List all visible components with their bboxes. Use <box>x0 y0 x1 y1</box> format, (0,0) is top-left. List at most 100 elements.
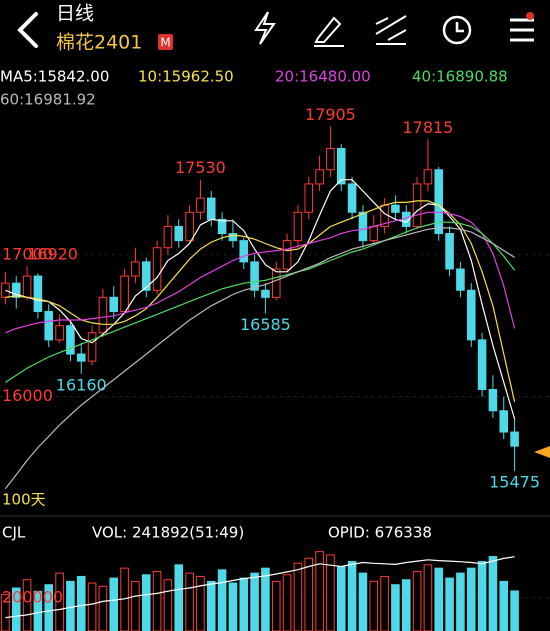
clock-icon[interactable] <box>442 15 472 45</box>
candle-body <box>434 169 444 235</box>
price-annotation: 16585 <box>240 315 291 334</box>
candle-body <box>250 261 259 291</box>
volume-bar <box>445 577 454 631</box>
candle-body <box>315 169 324 185</box>
price-annotation: 15475 <box>489 473 540 492</box>
volume-bar <box>380 575 389 631</box>
ma-line <box>5 179 516 420</box>
candle-body <box>261 289 270 298</box>
candle-body <box>423 169 433 185</box>
volume-bar <box>391 584 400 631</box>
ma-line <box>5 200 516 403</box>
ma-legend: MA5:15842.00 <box>0 68 109 86</box>
volume-bar <box>174 564 184 631</box>
volume-title: CJL <box>2 524 26 542</box>
y-tick-label: 16000 <box>2 386 53 405</box>
symbol[interactable]: 棉花2401 <box>56 32 142 54</box>
candle-body <box>163 225 173 249</box>
candle-body <box>239 240 249 263</box>
candle-body <box>228 233 238 242</box>
candle-body <box>217 218 227 235</box>
candle-body <box>141 261 151 291</box>
ma-line <box>5 211 516 334</box>
badge-bg <box>158 34 173 50</box>
volume-bar <box>98 585 108 631</box>
volume-bar <box>261 567 270 631</box>
price-annotation: 16920 <box>27 245 78 264</box>
volume-bar <box>152 570 162 631</box>
price-annotation: 17815 <box>402 118 453 137</box>
price-marker <box>534 446 550 458</box>
price-annotation: 17905 <box>305 105 356 124</box>
flash-icon[interactable] <box>254 11 276 45</box>
volume-bar <box>488 556 498 631</box>
volume-bar <box>358 572 368 631</box>
volume-bar <box>412 570 422 631</box>
price-annotation: 16160 <box>56 375 107 394</box>
volume-bar <box>87 582 97 631</box>
volume-bar <box>423 564 433 631</box>
candle-body <box>55 325 64 341</box>
volume-bar <box>206 580 216 631</box>
volume-bar <box>369 580 379 631</box>
candle-body <box>466 289 476 341</box>
clock-hands <box>455 22 464 33</box>
volume-bar <box>228 582 238 631</box>
volume-bar <box>163 579 173 631</box>
volume-bar <box>477 561 487 631</box>
ma-line <box>4 227 515 490</box>
candle-body <box>445 233 454 270</box>
volume-bar <box>510 590 519 631</box>
candle-body <box>196 197 205 213</box>
ma-line <box>5 221 516 383</box>
volume-bar <box>250 572 259 631</box>
volume-bar <box>326 554 335 631</box>
back-button[interactable] <box>17 12 38 48</box>
volume-bar <box>466 567 476 631</box>
candle-body <box>369 225 379 242</box>
candle-body <box>293 211 303 242</box>
candle-body <box>282 240 292 270</box>
volume-bar <box>44 584 54 631</box>
candle-body <box>326 147 335 171</box>
candle-body <box>87 332 97 362</box>
candle-body <box>76 353 86 362</box>
volume-bar <box>499 580 509 631</box>
volume-bar <box>239 577 249 631</box>
volume-bar <box>131 580 140 631</box>
volume-bar <box>434 567 444 631</box>
candle-body <box>44 311 54 341</box>
volume-bar <box>217 569 227 631</box>
volume-bar <box>304 557 314 631</box>
candle-body <box>358 211 368 242</box>
candle-body <box>347 183 357 213</box>
indicator-icon[interactable] <box>375 15 407 45</box>
candle-body <box>206 197 216 220</box>
candle-body <box>131 261 140 277</box>
volume-tick-label: 200000 <box>2 587 63 606</box>
menu-dot <box>526 12 534 20</box>
volume-bar <box>185 572 194 631</box>
volume-label: VOL: 241892(51:49) <box>92 524 244 542</box>
volume-bar <box>282 574 292 631</box>
volume-bar <box>456 572 465 631</box>
candle-body <box>336 147 346 185</box>
candle-body <box>152 247 162 291</box>
period-title: 日线 <box>56 3 94 25</box>
period-label: 100天 <box>2 491 46 509</box>
price-annotation: 17530 <box>175 158 226 177</box>
candle-body <box>33 275 43 313</box>
candle-body <box>109 296 119 313</box>
draw-icon[interactable] <box>314 16 344 47</box>
volume-bar <box>11 587 21 631</box>
candle-body <box>412 183 422 227</box>
ma-legend: 40:16890.88 <box>412 68 508 86</box>
volume-bar <box>109 577 119 631</box>
y-tick-label: 17000 <box>2 244 53 263</box>
candle-body <box>456 268 465 291</box>
volume-bar <box>293 562 303 631</box>
candle-body <box>22 275 32 298</box>
volume-bar <box>196 575 205 631</box>
candle-body <box>11 282 21 298</box>
